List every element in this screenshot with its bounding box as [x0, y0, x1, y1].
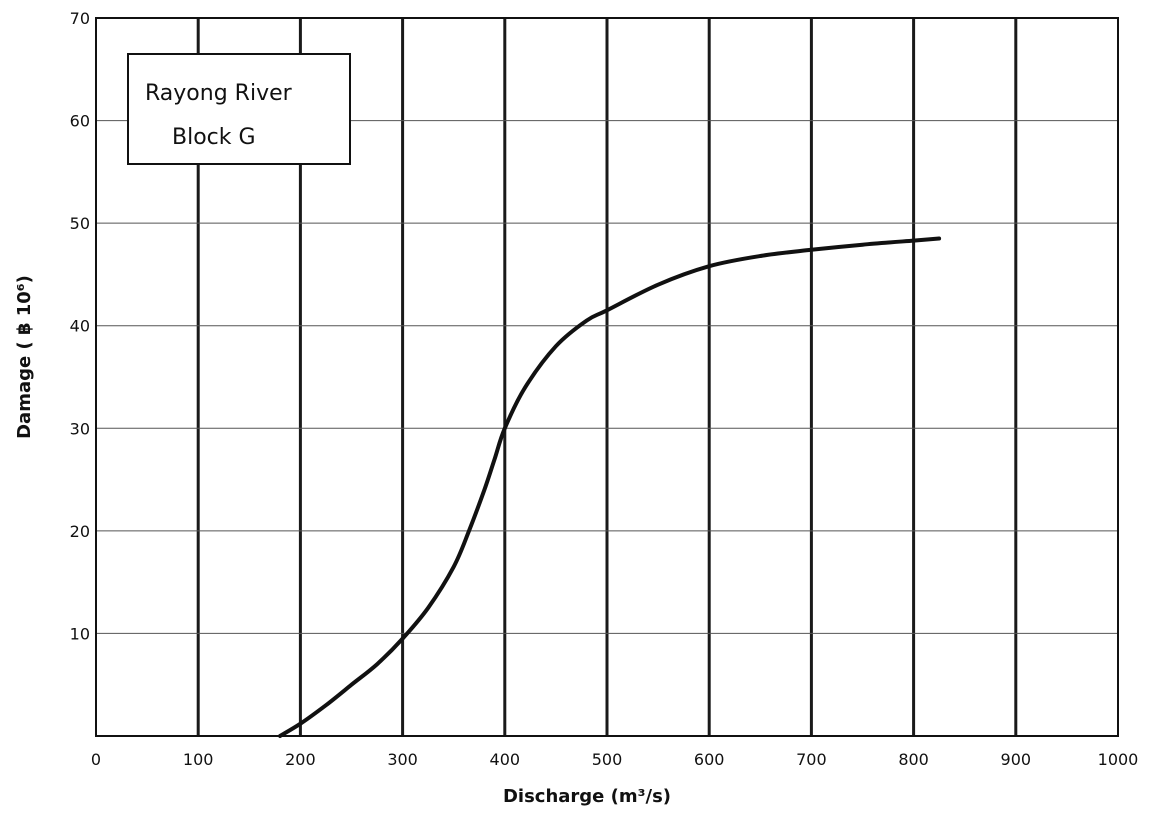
legend-box: Rayong River Block G [127, 53, 351, 165]
x-tick-label: 500 [592, 750, 623, 769]
y-tick-label: 20 [70, 522, 90, 541]
x-tick-label: 900 [1001, 750, 1032, 769]
x-tick-label: 300 [387, 750, 418, 769]
grid-lines [96, 18, 1118, 736]
y-tick-label: 30 [70, 419, 90, 438]
legend-label-block: Block G [172, 125, 256, 150]
damage-curve-line [278, 236, 942, 738]
x-tick-label: 0 [91, 750, 101, 769]
x-tick-label: 1000 [1098, 750, 1139, 769]
x-tick-label: 700 [796, 750, 827, 769]
plot-frame [95, 17, 1119, 737]
y-tick-label: 60 [70, 112, 90, 131]
y-tick-labels: 10 20 30 40 50 60 70 [70, 9, 90, 643]
y-tick-label: 40 [70, 317, 90, 336]
y-tick-label: 70 [70, 9, 90, 28]
x-tick-label: 100 [183, 750, 214, 769]
x-tick-label: 400 [490, 750, 521, 769]
y-axis-title: Damage ( ฿ 10⁶) [14, 275, 35, 439]
x-tick-label: 800 [898, 750, 929, 769]
y-tick-label: 10 [70, 624, 90, 643]
x-tick-label: 600 [694, 750, 725, 769]
x-axis-title: Discharge (m³/s) [503, 786, 671, 807]
x-tick-labels: 0 100 200 300 400 500 600 700 800 900 1000 [91, 750, 1138, 769]
y-tick-label: 50 [70, 214, 90, 233]
x-tick-label: 200 [285, 750, 316, 769]
legend-frame [127, 53, 351, 165]
legend-label-river: Rayong River [145, 81, 293, 106]
